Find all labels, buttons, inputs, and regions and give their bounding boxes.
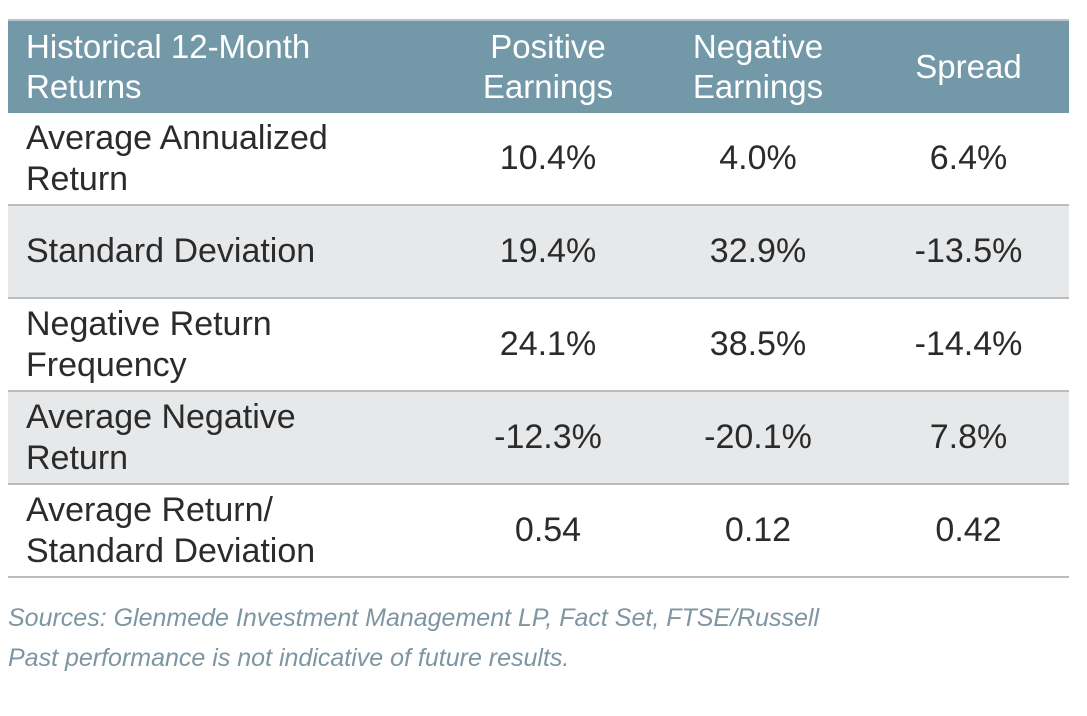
table-row: Average Annualized Return 10.4% 4.0% 6.4… — [8, 113, 1069, 206]
sources-note: Sources: Glenmede Investment Management … — [8, 604, 820, 632]
row-label: Average Annualized Return — [8, 113, 448, 206]
footnotes: Sources: Glenmede Investment Management … — [8, 598, 1069, 678]
negative-earnings-value: 0.12 — [648, 484, 868, 578]
disclaimer-note: Past performance is not indicative of fu… — [8, 644, 570, 672]
negative-earnings-value: 32.9% — [648, 205, 868, 299]
row-label: Negative Return Frequency — [8, 298, 448, 392]
header-historical-returns: Historical 12-Month Returns — [8, 21, 448, 113]
header-positive-earnings: Positive Earnings — [448, 21, 648, 113]
table-header: Historical 12-Month Returns Positive Ear… — [8, 21, 1069, 113]
table-row: Average Negative Return -12.3% -20.1% 7.… — [8, 391, 1069, 485]
row-label: Average Negative Return — [8, 391, 448, 485]
negative-earnings-value: -20.1% — [648, 391, 868, 485]
positive-earnings-value: 0.54 — [448, 484, 648, 578]
header-spread: Spread — [868, 21, 1069, 113]
positive-earnings-value: 24.1% — [448, 298, 648, 392]
positive-earnings-value: 10.4% — [448, 113, 648, 206]
spread-value: 7.8% — [868, 391, 1069, 485]
header-row: Historical 12-Month Returns Positive Ear… — [8, 21, 1069, 113]
spread-value: -14.4% — [868, 298, 1069, 392]
returns-table: Historical 12-Month Returns Positive Ear… — [8, 21, 1069, 578]
table-row: Average Return/ Standard Deviation 0.54 … — [8, 484, 1069, 578]
table-body: Average Annualized Return 10.4% 4.0% 6.4… — [8, 113, 1069, 578]
table-row: Negative Return Frequency 24.1% 38.5% -1… — [8, 298, 1069, 392]
negative-earnings-value: 38.5% — [648, 298, 868, 392]
spread-value: 6.4% — [868, 113, 1069, 206]
positive-earnings-value: -12.3% — [448, 391, 648, 485]
spread-value: -13.5% — [868, 205, 1069, 299]
negative-earnings-value: 4.0% — [648, 113, 868, 206]
row-label: Standard Deviation — [8, 205, 448, 299]
row-label: Average Return/ Standard Deviation — [8, 484, 448, 578]
table-top-rule — [8, 19, 1069, 21]
spread-value: 0.42 — [868, 484, 1069, 578]
positive-earnings-value: 19.4% — [448, 205, 648, 299]
table-row: Standard Deviation 19.4% 32.9% -13.5% — [8, 205, 1069, 299]
header-negative-earnings: Negative Earnings — [648, 21, 868, 113]
